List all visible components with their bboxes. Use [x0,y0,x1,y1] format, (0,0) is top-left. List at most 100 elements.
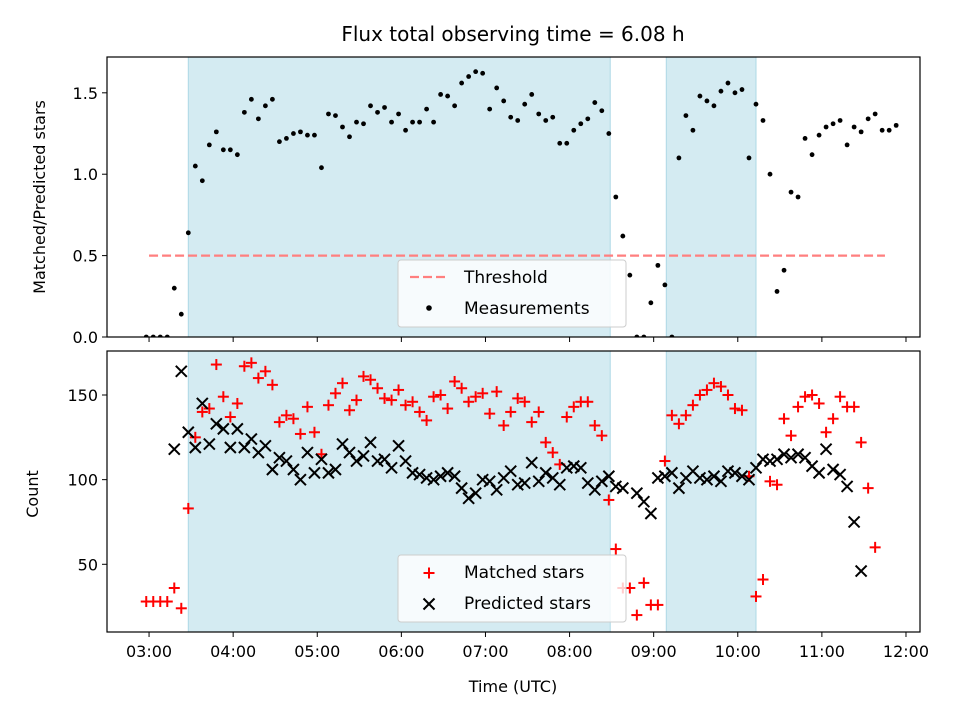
series-0-point-57 [543,118,549,123]
series-1-point-77-b [714,475,728,488]
series-0-point-79 [694,389,706,401]
series-1-point-48 [504,464,517,478]
series-0-point-76 [673,418,685,430]
xtick-label-7: 10:00 [715,642,761,661]
series-1-point-23-b [329,463,342,476]
series-0-point-97 [820,426,832,438]
series-0-point-10 [213,129,219,135]
xtick-label-0: 03:00 [126,642,172,661]
series-0-point-35 [386,394,398,406]
series-1-point-1 [175,365,188,378]
series-1-point-55-b [553,478,566,491]
series-0-point-84 [729,403,741,415]
series-0-point-77 [683,113,689,119]
series-1-point-25-b [343,446,356,459]
series-1-point-21 [315,453,328,466]
series-0-point-89 [764,475,776,487]
series-0-point-78 [690,127,696,133]
series-0-point-58 [547,447,559,459]
series-1-point-11-b [245,432,258,446]
series-0-point-99 [837,118,843,123]
series-0-point-44 [452,103,458,109]
series-1-point-60-b [588,483,602,497]
series-1-point-92 [819,442,833,456]
series-1-point-16 [280,454,293,468]
series-1-point-95 [840,480,854,493]
series-1-point-95-b [840,480,854,493]
series-0-point-90 [774,289,780,294]
series-1-point-42-b [462,492,475,505]
series-0-point-56 [533,406,545,418]
series-1-point-61 [595,475,609,488]
series-0-point-79 [697,93,703,99]
series-0-point-65 [599,108,605,114]
series-0-point-25 [319,165,324,171]
series-1-point-17-b [287,463,300,476]
series-0-point-105 [879,127,885,133]
series-1-point-67-b [644,507,658,520]
series-0-point-80 [704,98,710,104]
xtick-label-5: 08:00 [547,642,593,661]
series-0-point-17 [262,103,268,109]
series-1-point-70-b [665,466,679,480]
series-1-point-51 [525,456,538,469]
series-1-point-0-b [168,442,181,456]
series-1-point-46-b [490,483,503,497]
series-0-point-81 [711,103,717,109]
series-0-point-103 [862,482,874,494]
series-1-point-19-b [301,446,314,459]
series-1-point-97 [854,564,868,578]
series-1-point-91-b [812,466,826,480]
series-1-point-24-b [336,437,349,451]
series-0-point-63 [585,116,591,122]
series-1-point-74-b [693,471,707,485]
series-0-point-93 [795,194,801,200]
series-0-point-35 [389,119,394,125]
series-0-point-55 [526,416,538,428]
series-0-point-4 [168,582,180,594]
series-0-point-19 [273,416,285,428]
series-0-point-77 [680,409,692,421]
legend-predicted-swatch [422,597,436,611]
xtick-label-1: 04:00 [210,642,256,661]
series-1-point-76-b [707,470,721,483]
series-1-point-6 [210,417,223,430]
series-1-point-82-b [749,461,763,475]
series-0-point-19 [277,139,282,145]
series-1-point-54-b [546,471,559,485]
series-1-point-73-b [686,464,700,478]
series-1-point-85 [770,453,784,466]
series-1-point-46 [490,483,503,497]
series-1-point-64 [616,481,630,495]
series-1-point-31 [385,461,398,475]
series-1-point-60 [588,483,602,497]
series-0-point-15 [248,96,254,102]
series-0-point-44 [449,375,461,387]
series-0-point-29 [347,134,352,140]
series-1-point-53-b [539,466,552,480]
series-0-point-40 [424,106,429,112]
series-0-point-67 [613,194,619,200]
series-1-point-89-b [798,451,812,464]
series-1-point-80 [735,470,749,483]
series-0-point-57 [540,436,552,448]
series-1-point-17 [287,463,300,476]
series-0-point-48 [480,70,486,76]
series-1-point-23 [329,463,342,476]
series-0-point-52 [508,114,514,120]
series-1-point-37-b [427,473,440,486]
series-0-point-54 [519,396,531,408]
series-0-point-12 [224,411,236,423]
legend-predicted-marker-b [422,597,436,611]
series-0-point-6 [182,502,194,514]
series-1-point-87 [784,451,798,464]
series-1-point-91 [812,466,826,480]
series-0-point-28 [340,124,345,130]
series-1-point-3-b [189,441,202,454]
series-1-point-10-b [238,441,251,454]
series-0-point-56 [536,111,542,117]
series-1-point-53 [539,466,552,480]
series-0-point-16 [255,116,261,122]
series-0-point-61 [571,127,577,133]
series-1-point-18 [294,473,307,486]
